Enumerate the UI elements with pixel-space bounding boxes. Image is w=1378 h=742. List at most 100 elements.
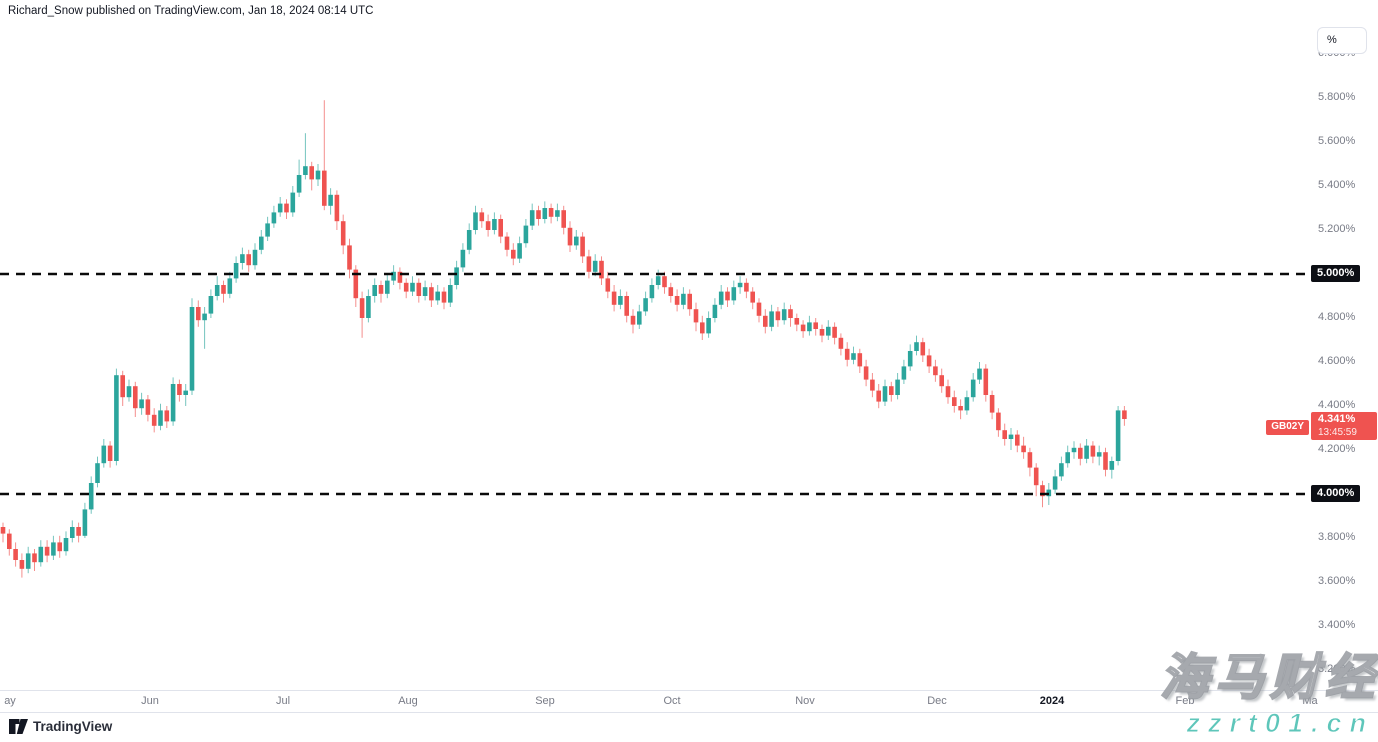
candle-body: [536, 210, 541, 219]
candle-body: [567, 227, 573, 246]
time-axis-label: Aug: [398, 695, 418, 707]
time-scale[interactable]: ay Jun Jul Aug Sep Oct Nov Dec 2024 Feb Ma: [0, 691, 1378, 712]
candle-body: [0, 527, 6, 534]
candle-body: [769, 311, 774, 327]
candle-body: [599, 260, 604, 279]
candle-body: [498, 219, 503, 237]
candle-body: [643, 298, 648, 312]
candle-body: [133, 386, 138, 409]
candle-body: [958, 406, 963, 411]
candle-body: [580, 236, 585, 257]
tradingview-logo-icon[interactable]: [9, 719, 28, 734]
candle-body: [611, 291, 617, 305]
candle-body: [460, 249, 466, 268]
candle-body: [555, 210, 560, 217]
candle-body: [208, 296, 214, 314]
candle-body: [1090, 445, 1096, 457]
candle-body: [1033, 467, 1039, 486]
candle-body: [366, 296, 371, 318]
percent-unit-button[interactable]: %: [1317, 27, 1367, 54]
candle-body: [895, 379, 900, 395]
price-axis-label: 4.600%: [1318, 355, 1356, 367]
candle-body: [397, 271, 403, 283]
candle-body: [328, 194, 333, 206]
candle-body: [681, 293, 686, 305]
candle-body: [807, 322, 812, 332]
candle-body: [271, 212, 277, 224]
candle-body: [775, 311, 781, 321]
candle-body: [38, 546, 44, 563]
candle-body: [788, 309, 793, 318]
candle-body: [592, 260, 598, 272]
candle-body: [479, 212, 485, 222]
candle-body: [706, 318, 711, 334]
candle-body: [952, 397, 957, 406]
candle-body: [857, 353, 863, 367]
candle-body: [1122, 410, 1127, 419]
candle-body: [277, 203, 283, 213]
candle-body: [265, 223, 270, 237]
candle-body: [233, 263, 239, 279]
chart-canvas[interactable]: [0, 22, 1310, 690]
time-axis-label: Oct: [663, 695, 681, 707]
candle-body: [454, 267, 459, 285]
candle-body: [448, 285, 453, 303]
candle-body: [914, 342, 919, 351]
candle-body: [7, 533, 12, 549]
price-axis-label: 5.600%: [1318, 135, 1356, 147]
candle-body: [655, 276, 661, 285]
candle-body: [177, 384, 182, 395]
candle-body: [756, 302, 762, 316]
price-axis-label: 3.400%: [1318, 619, 1356, 631]
candle-body: [693, 309, 699, 323]
candle-body: [718, 291, 724, 305]
price-scale[interactable]: % 4.341% 13:45:59 6.000%5.800%5.600%5.40…: [1310, 0, 1378, 712]
candle-body: [700, 322, 705, 334]
time-axis-label: Jul: [275, 695, 291, 707]
time-axis-label: Ma: [1302, 695, 1318, 707]
price-axis-label: 5.400%: [1318, 179, 1356, 191]
candle-body: [983, 368, 989, 395]
candle-body: [95, 463, 100, 483]
candle-body: [252, 249, 258, 266]
price-axis-label: 4.400%: [1318, 399, 1356, 411]
candle-body: [13, 549, 18, 560]
time-axis-label: Nov: [795, 695, 815, 707]
candle-body: [844, 348, 850, 360]
candle-body: [1059, 463, 1064, 477]
candle-body: [164, 410, 170, 422]
candle-body: [429, 287, 434, 301]
candle-body: [284, 203, 289, 213]
candle-body: [907, 351, 913, 367]
candle-body: [674, 296, 680, 305]
candle-body: [170, 384, 176, 422]
candle-body: [744, 282, 749, 292]
candle-body: [51, 542, 56, 556]
candle-body: [517, 243, 522, 259]
candle-body: [574, 236, 579, 246]
candle-body: [939, 375, 944, 387]
candle-body: [19, 560, 25, 569]
candle-body: [737, 282, 743, 288]
candle-body: [359, 298, 365, 318]
candle-body: [25, 553, 31, 569]
candle-body: [126, 386, 132, 398]
price-axis-label: 5.800%: [1318, 91, 1356, 103]
candle-body: [120, 375, 125, 398]
candle-body: [624, 296, 629, 316]
candle-body: [586, 256, 592, 272]
level-price-badge: 5.000%: [1311, 265, 1361, 282]
candle-body: [901, 366, 907, 380]
candle-body: [1084, 445, 1089, 459]
candle-body: [945, 386, 951, 398]
tradingview-brand[interactable]: TradingView: [33, 719, 113, 734]
candle-body: [334, 194, 340, 222]
candle-body: [662, 276, 667, 288]
candle-body: [340, 221, 346, 246]
candle-body: [70, 527, 75, 538]
candle-body: [44, 546, 50, 556]
candle-body: [826, 326, 831, 336]
candle-body: [435, 291, 440, 301]
candle-body: [32, 553, 37, 563]
candle-body: [473, 212, 478, 230]
